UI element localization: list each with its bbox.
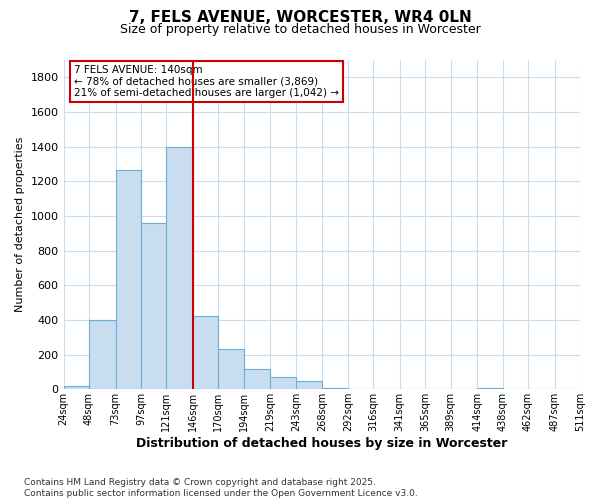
Bar <box>477 388 503 390</box>
Y-axis label: Number of detached properties: Number of detached properties <box>15 137 25 312</box>
Text: Size of property relative to detached houses in Worcester: Size of property relative to detached ho… <box>119 22 481 36</box>
Bar <box>64 386 89 390</box>
Text: 7 FELS AVENUE: 140sqm
← 78% of detached houses are smaller (3,869)
21% of semi-d: 7 FELS AVENUE: 140sqm ← 78% of detached … <box>74 65 339 98</box>
Bar <box>322 388 348 390</box>
Bar <box>193 316 218 390</box>
Bar <box>296 380 322 390</box>
Bar <box>89 320 116 390</box>
Bar <box>116 170 141 390</box>
Bar <box>141 223 166 390</box>
Text: 7, FELS AVENUE, WORCESTER, WR4 0LN: 7, FELS AVENUE, WORCESTER, WR4 0LN <box>128 10 472 25</box>
Bar <box>218 348 244 390</box>
Text: Contains HM Land Registry data © Crown copyright and database right 2025.
Contai: Contains HM Land Registry data © Crown c… <box>24 478 418 498</box>
Bar <box>244 370 271 390</box>
Bar <box>166 146 193 390</box>
X-axis label: Distribution of detached houses by size in Worcester: Distribution of detached houses by size … <box>136 437 508 450</box>
Bar <box>271 377 296 390</box>
